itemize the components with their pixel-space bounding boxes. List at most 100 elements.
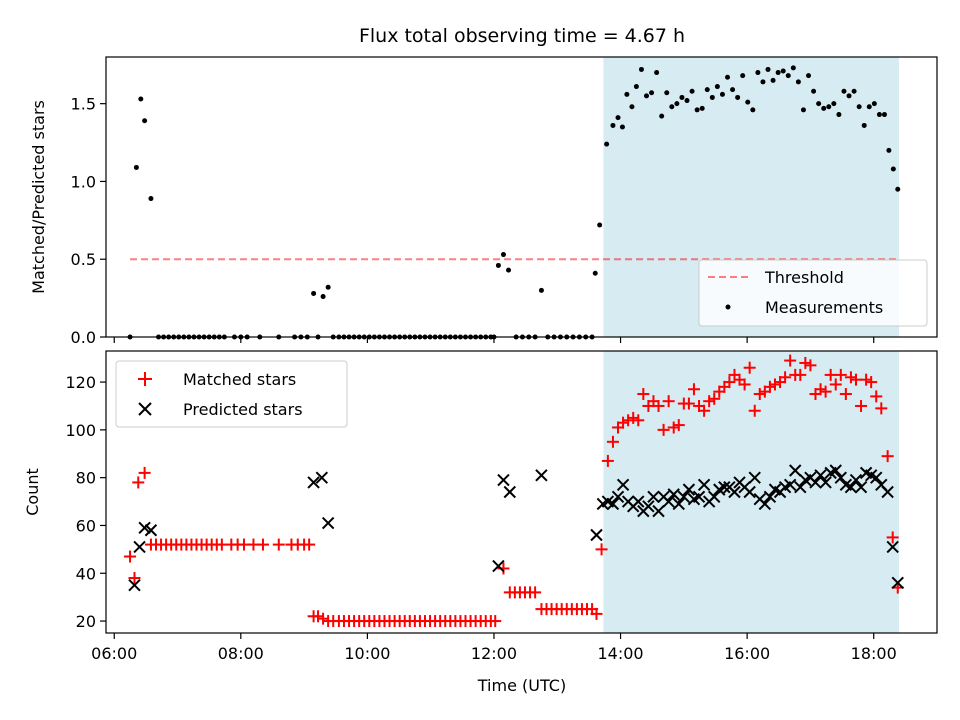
predicted-star-point [708,490,721,503]
measurement-point [740,73,746,79]
measurement-point [495,262,501,268]
predicted-star-point [315,471,329,484]
legend-predicted-label: Predicted stars [183,400,303,419]
predicted-star-point [844,481,858,494]
predicted-star-point [535,469,548,482]
measurement-point [664,90,670,96]
predicted-star-point [728,485,741,499]
predicted-star-point [492,559,505,573]
matched-star-point [849,373,862,386]
measurement-point [638,66,644,72]
measurement-point [133,164,139,170]
top-y-tick-label: 0.5 [71,250,96,269]
measurement-point [684,98,690,104]
matched-star-point [799,356,812,369]
predicted-star-point [870,471,883,484]
top-y-axis-label: Matched/Predicted stars [29,100,48,294]
measurement-point [597,222,603,228]
matched-star-point [794,368,807,381]
matched-star-point [829,378,842,391]
matched-star-point [814,383,827,396]
top-y-tick-label: 1.0 [71,172,96,191]
predicted-star-point [886,540,899,554]
bottom-y-tick-label: 100 [65,421,96,440]
predicted-star-point [794,481,807,494]
predicted-star-point [758,497,772,511]
measurement-point [679,94,685,100]
measurement-point [320,294,326,300]
measurement-point [806,73,812,79]
matched-star-point [138,466,151,479]
predicted-star-point [503,485,516,499]
predicted-star-point [632,495,645,508]
measurement-point [760,79,766,85]
predicted-star-point [133,540,146,554]
predicted-star-point [854,481,868,494]
measurement-point [871,101,877,107]
matched-star-point [723,376,736,389]
bottom-y-tick-label: 20 [76,612,96,631]
predicted-star-point [743,485,756,499]
measurement-point [689,88,695,94]
legend-predicted-swatch [138,402,152,416]
measurement-point [719,91,725,97]
legend-measurements-swatch [725,304,731,310]
predicted-star-point [590,528,603,542]
predicted-star-point [606,497,620,511]
measurement-point [780,68,786,74]
predicted-star-point [819,476,832,489]
measurement-point [654,70,660,76]
measurement-point [881,112,887,118]
matched-star-point [606,435,619,448]
matched-star-point [312,610,325,623]
matched-star-point [622,414,635,427]
legend-measurements-label: Measurements [765,298,883,317]
measurement-point [890,166,896,172]
bottom-legend-box [115,360,348,428]
measurement-point [755,70,761,76]
top-panel: 0.0 0.5 1.0 1.5 Matched/Predicted stars Thr… [29,56,938,347]
matched-star-point [672,419,685,432]
matched-star-point [819,385,832,398]
matched-star-point [627,411,640,424]
measurement-point [148,196,154,202]
chart-title: Flux total observing time = 4.67 h [359,25,685,47]
measurement-point [649,90,655,96]
matched-star-point [601,454,614,467]
measurement-point [745,99,751,105]
matched-star-point [272,538,285,551]
measurement-point [816,101,822,107]
matched-star-point [529,586,542,599]
measurement-point [886,147,892,153]
predicted-star-points [128,464,904,592]
x-tick-label: 08:00 [218,644,264,663]
measurement-point [795,79,801,85]
measurement-point [730,87,736,93]
top-y-tick-label: 1.5 [71,95,96,114]
matched-star-point [590,607,603,620]
matched-star-point [703,395,716,408]
measurement-point [800,107,806,113]
matched-star-point [844,371,857,384]
matched-star-point [743,361,756,374]
matched-star-point [753,388,766,401]
measurement-point [775,70,781,76]
legend-threshold-label: Threshold [764,268,844,287]
x-tick-label: 10:00 [344,644,390,663]
measurement-point [846,93,852,99]
measurement-point [633,84,639,90]
measurement-point [836,112,842,118]
predicted-star-point [834,471,848,484]
predicted-star-point [662,495,675,508]
x-tick-label: 18:00 [851,644,897,663]
predicted-star-point [128,578,141,592]
matched-star-point [657,423,670,436]
measurement-point [619,124,625,130]
x-tick-label: 12:00 [471,644,517,663]
measurement-point [669,104,675,110]
measurement-point [895,186,901,192]
matched-star-point [763,380,776,393]
matched-star-point [132,476,145,489]
matched-star-point [595,543,608,556]
predicted-star-point [814,469,827,482]
